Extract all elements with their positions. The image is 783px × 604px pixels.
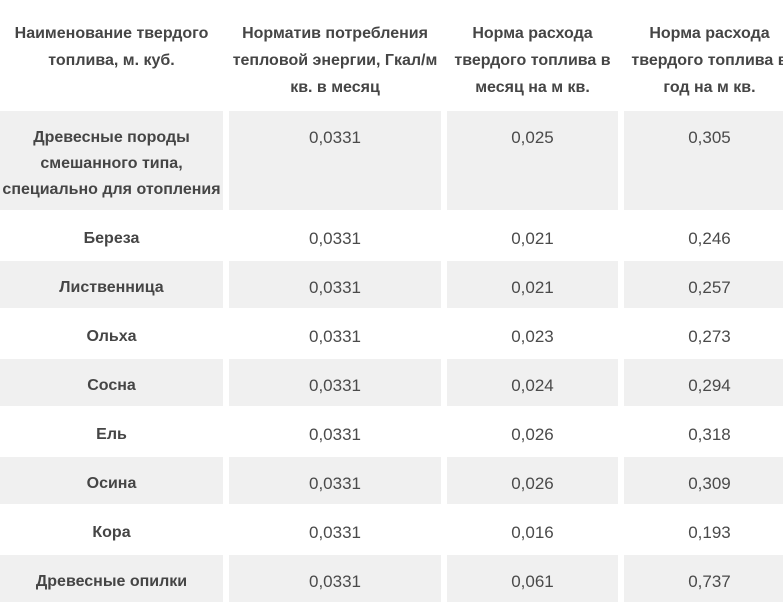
column-header-consumption-standard: Норматив потребления тепловой энергии, Г… [229, 0, 441, 109]
consumption-standard-cell: 0,0331 [229, 457, 441, 504]
table-row: Кора 0,0331 0,016 0,193 [0, 506, 783, 553]
table-row: Осина 0,0331 0,026 0,309 [0, 457, 783, 504]
table-row: Древесные породы смешанного типа, специа… [0, 111, 783, 210]
consumption-standard-cell: 0,0331 [229, 310, 441, 357]
fuel-name-cell: Сосна [0, 359, 223, 406]
fuel-name-cell: Береза [0, 212, 223, 259]
consumption-standard-cell: 0,0331 [229, 111, 441, 210]
table-row: Сосна 0,0331 0,024 0,294 [0, 359, 783, 406]
fuel-name-cell: Древесные породы смешанного типа, специа… [0, 111, 223, 210]
yearly-rate-cell: 0,257 [624, 261, 783, 308]
table-row: Ольха 0,0331 0,023 0,273 [0, 310, 783, 357]
yearly-rate-cell: 0,309 [624, 457, 783, 504]
yearly-rate-cell: 0,294 [624, 359, 783, 406]
fuel-name-cell: Лиственница [0, 261, 223, 308]
yearly-rate-cell: 0,318 [624, 408, 783, 455]
table-header-row: Наименование твердого топлива, м. куб. Н… [0, 0, 783, 109]
consumption-standard-cell: 0,0331 [229, 359, 441, 406]
column-header-yearly-rate: Норма расхода твердого топлива в год на … [624, 0, 783, 109]
consumption-standard-cell: 0,0331 [229, 506, 441, 553]
yearly-rate-cell: 0,246 [624, 212, 783, 259]
yearly-rate-cell: 0,737 [624, 555, 783, 602]
monthly-rate-cell: 0,021 [447, 212, 618, 259]
monthly-rate-cell: 0,024 [447, 359, 618, 406]
monthly-rate-cell: 0,061 [447, 555, 618, 602]
monthly-rate-cell: 0,016 [447, 506, 618, 553]
consumption-standard-cell: 0,0331 [229, 408, 441, 455]
monthly-rate-cell: 0,026 [447, 457, 618, 504]
fuel-name-cell: Ель [0, 408, 223, 455]
fuel-name-cell: Осина [0, 457, 223, 504]
monthly-rate-cell: 0,021 [447, 261, 618, 308]
fuel-name-cell: Кора [0, 506, 223, 553]
fuel-name-cell: Ольха [0, 310, 223, 357]
table-row: Лиственница 0,0331 0,021 0,257 [0, 261, 783, 308]
yearly-rate-cell: 0,193 [624, 506, 783, 553]
consumption-standard-cell: 0,0331 [229, 555, 441, 602]
column-header-monthly-rate: Норма расхода твердого топлива в месяц н… [447, 0, 618, 109]
consumption-standard-cell: 0,0331 [229, 261, 441, 308]
table-row: Древесные опилки 0,0331 0,061 0,737 [0, 555, 783, 602]
column-header-fuel-name: Наименование твердого топлива, м. куб. [0, 0, 223, 109]
monthly-rate-cell: 0,023 [447, 310, 618, 357]
monthly-rate-cell: 0,026 [447, 408, 618, 455]
fuel-name-cell: Древесные опилки [0, 555, 223, 602]
table-row: Ель 0,0331 0,026 0,318 [0, 408, 783, 455]
yearly-rate-cell: 0,273 [624, 310, 783, 357]
table-row: Береза 0,0331 0,021 0,246 [0, 212, 783, 259]
consumption-standard-cell: 0,0331 [229, 212, 441, 259]
yearly-rate-cell: 0,305 [624, 111, 783, 210]
monthly-rate-cell: 0,025 [447, 111, 618, 210]
